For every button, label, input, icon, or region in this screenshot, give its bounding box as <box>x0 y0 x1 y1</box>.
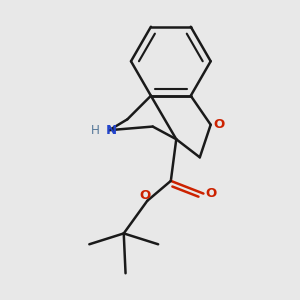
Text: O: O <box>205 187 216 200</box>
Text: O: O <box>213 118 224 131</box>
Text: N: N <box>106 124 117 137</box>
Text: O: O <box>140 189 151 202</box>
Text: H: H <box>91 124 100 137</box>
